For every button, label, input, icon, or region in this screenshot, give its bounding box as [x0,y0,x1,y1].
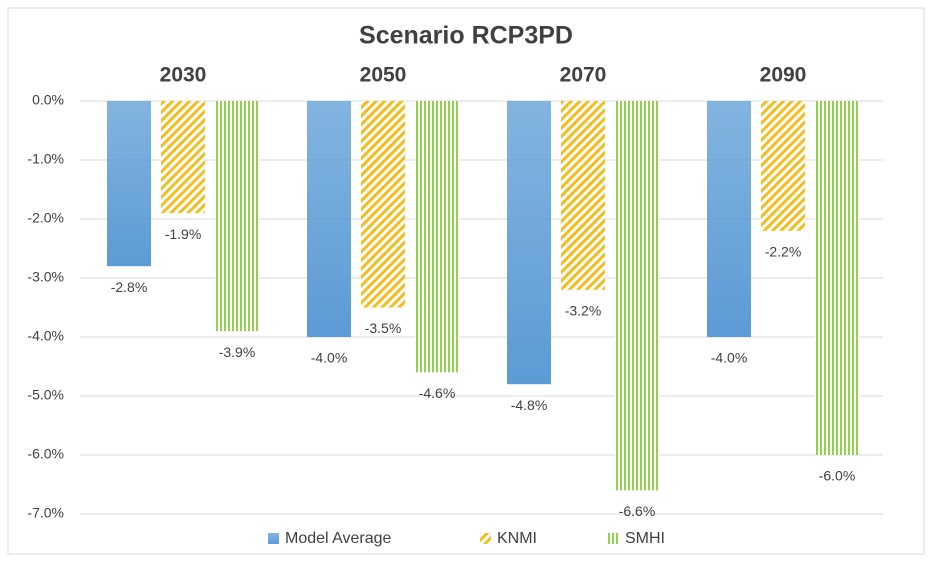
legend-swatch [608,533,619,544]
value-label: -6.6% [619,503,656,519]
value-label: -3.2% [565,303,602,319]
bar [215,101,259,332]
y-tick-label: -7.0% [27,505,64,521]
y-tick-label: -5.0% [27,387,64,403]
value-label: -4.0% [311,350,348,366]
value-label: -3.9% [219,344,256,360]
value-label: -4.6% [419,385,456,401]
category-label: 2050 [360,64,407,87]
bar [307,101,351,337]
y-tick-label: -4.0% [27,328,64,344]
y-tick-label: 0.0% [32,92,64,108]
bar [415,101,459,373]
category-label: 2090 [760,64,807,87]
value-label: -1.9% [165,226,202,242]
bar [707,101,751,337]
legend-label: KNMI [497,530,537,547]
bar [615,101,659,491]
y-tick-label: -2.0% [27,210,64,226]
value-label: -6.0% [819,468,856,484]
legend-label: SMHI [625,530,665,547]
chart-frame [7,7,925,555]
value-label: -2.2% [765,244,802,260]
bar [561,101,605,290]
chart-title: Scenario RCP3PD [359,22,573,50]
value-label: -4.8% [511,397,548,413]
legend-swatch [268,533,279,544]
legend-label: Model Average [285,530,392,547]
y-tick-label: -6.0% [27,446,64,462]
bar [507,101,551,385]
bar [107,101,151,267]
y-tick-label: -3.0% [27,269,64,285]
legend-swatch [480,533,491,544]
category-label: 2030 [160,64,207,87]
bar [815,101,859,455]
value-label: -2.8% [111,279,148,295]
category-label: 2070 [560,64,607,87]
value-label: -4.0% [711,350,748,366]
value-label: -3.5% [365,320,402,336]
bar [761,101,805,231]
bar [361,101,405,308]
bar [161,101,205,214]
y-tick-label: -1.0% [27,151,64,167]
